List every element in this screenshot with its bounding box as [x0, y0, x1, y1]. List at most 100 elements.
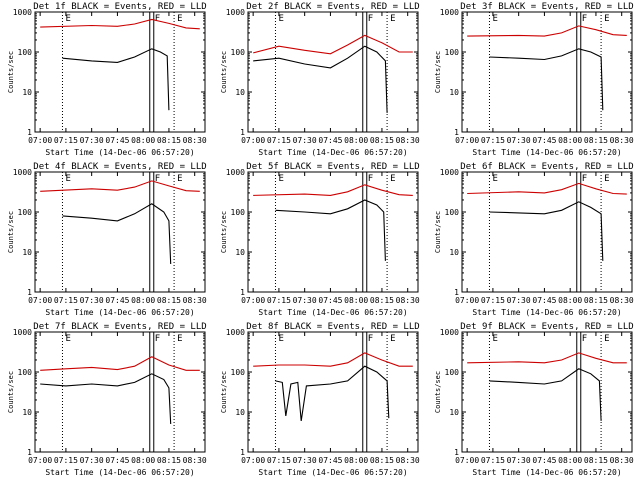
- x-tick-label: 08:30: [183, 136, 207, 145]
- x-tick-label: 08:30: [183, 296, 207, 305]
- series-line-lld: [40, 180, 200, 192]
- x-tick-label: 07:15: [481, 296, 505, 305]
- y-tick-label: 10: [235, 88, 245, 97]
- y-tick-label: 1: [240, 128, 245, 137]
- x-tick-label: 08:15: [584, 456, 608, 465]
- y-tick-label: 1000: [13, 328, 32, 337]
- x-tick-label: 07:00: [455, 136, 479, 145]
- x-axis-label: Start Time (14-Dec-06 06:57:20): [45, 148, 194, 157]
- x-tick-label: 08:30: [396, 136, 420, 145]
- x-tick-label: 07:45: [318, 136, 342, 145]
- x-tick-label: 08:00: [344, 136, 368, 145]
- series-line-events: [489, 201, 604, 261]
- x-axis-label: Start Time (14-Dec-06 06:57:20): [258, 308, 407, 317]
- plot-frame: [247, 171, 419, 293]
- x-tick-label: 07:00: [241, 456, 265, 465]
- x-tick-label: 08:15: [157, 136, 181, 145]
- marker-label: E: [604, 14, 609, 24]
- panel-title: Det 3f BLACK = Events, RED = LLD: [460, 2, 633, 12]
- x-tick-label: 07:45: [105, 456, 129, 465]
- x-axis-label: Start Time (14-Dec-06 06:57:20): [472, 148, 621, 157]
- x-tick-label: 07:15: [54, 296, 78, 305]
- x-tick-label: 07:30: [80, 296, 104, 305]
- panel-9: Det 9f BLACK = Events, RED = LLD Start Ti…: [434, 322, 634, 477]
- marker-label: E: [177, 334, 182, 344]
- plot-frame: [247, 11, 419, 133]
- marker-label: F: [155, 174, 160, 184]
- x-tick-label: 08:00: [558, 296, 582, 305]
- panel-8: Det 8f BLACK = Events, RED = LLD Start Ti…: [220, 322, 420, 477]
- series-line-events: [253, 45, 388, 113]
- y-tick-label: 10: [22, 248, 32, 257]
- y-tick-label: 10: [22, 408, 32, 417]
- x-tick-label: 07:30: [293, 136, 317, 145]
- marker-label: F: [155, 14, 160, 24]
- x-tick-label: 08:30: [610, 296, 634, 305]
- marker-label: E: [390, 14, 395, 24]
- y-tick-label: 1000: [13, 168, 32, 177]
- x-tick-label: 08:15: [157, 456, 181, 465]
- y-axis-label: Counts/sec: [434, 211, 442, 253]
- panel-1: Det 1f BLACK = Events, RED = LLD Start Ti…: [7, 2, 207, 157]
- marker-label: E: [65, 14, 70, 24]
- x-axis-label: Start Time (14-Dec-06 06:57:20): [472, 308, 621, 317]
- y-tick-label: 100: [18, 368, 33, 377]
- panel-7: Det 7f BLACK = Events, RED = LLD Start Ti…: [7, 322, 207, 477]
- x-tick-label: 07:00: [28, 136, 52, 145]
- marker-label: E: [278, 174, 283, 184]
- y-tick-label: 1: [240, 288, 245, 297]
- marker-label: F: [368, 334, 373, 344]
- plot-frame: [461, 171, 633, 293]
- x-tick-label: 07:45: [105, 296, 129, 305]
- x-tick-label: 07:45: [105, 136, 129, 145]
- series-line-lld: [253, 352, 413, 367]
- x-tick-label: 07:15: [481, 136, 505, 145]
- x-tick-label: 07:30: [507, 296, 531, 305]
- y-tick-label: 100: [18, 48, 33, 57]
- series-line-lld: [253, 34, 413, 55]
- marker-label: E: [604, 334, 609, 344]
- plot-frame: [34, 171, 206, 293]
- y-tick-label: 1: [27, 288, 32, 297]
- y-axis-label: Counts/sec: [434, 371, 442, 413]
- plot-frame: [461, 331, 633, 453]
- panel-2: Det 2f BLACK = Events, RED = LLD Start Ti…: [220, 2, 420, 157]
- x-tick-label: 08:00: [344, 456, 368, 465]
- x-axis-label: Start Time (14-Dec-06 06:57:20): [472, 468, 621, 477]
- marker-label: E: [278, 334, 283, 344]
- y-tick-label: 1000: [440, 328, 459, 337]
- marker-label: F: [155, 334, 160, 344]
- y-axis-label: Counts/sec: [220, 371, 228, 413]
- y-tick-label: 1: [240, 448, 245, 457]
- series-line-lld: [467, 352, 627, 364]
- y-tick-label: 10: [235, 408, 245, 417]
- panel-6: Det 6f BLACK = Events, RED = LLD Start Ti…: [434, 162, 634, 317]
- series-line-lld: [467, 25, 627, 37]
- panel-title: Det 1f BLACK = Events, RED = LLD: [33, 2, 206, 12]
- x-tick-label: 08:15: [370, 296, 394, 305]
- x-tick-label: 08:15: [584, 296, 608, 305]
- y-tick-label: 1000: [226, 168, 245, 177]
- panel-3: Det 3f BLACK = Events, RED = LLD Start Ti…: [434, 2, 634, 157]
- x-tick-label: 08:00: [131, 296, 155, 305]
- y-axis-label: Counts/sec: [220, 211, 228, 253]
- x-tick-label: 07:30: [507, 136, 531, 145]
- x-tick-label: 07:45: [318, 456, 342, 465]
- marker-label: E: [492, 334, 497, 344]
- marker-label: E: [65, 174, 70, 184]
- y-axis-label: Counts/sec: [7, 51, 15, 93]
- y-tick-label: 100: [231, 368, 246, 377]
- y-tick-label: 100: [445, 368, 460, 377]
- y-tick-label: 10: [449, 408, 459, 417]
- x-tick-label: 07:30: [80, 456, 104, 465]
- series-line-lld: [40, 18, 200, 30]
- x-tick-label: 07:45: [532, 136, 556, 145]
- marker-label: F: [582, 334, 587, 344]
- marker-label: E: [177, 174, 182, 184]
- x-tick-label: 07:15: [267, 136, 291, 145]
- series-line-events: [489, 368, 602, 421]
- x-tick-label: 07:30: [293, 296, 317, 305]
- y-tick-label: 1000: [226, 328, 245, 337]
- x-tick-label: 07:30: [507, 456, 531, 465]
